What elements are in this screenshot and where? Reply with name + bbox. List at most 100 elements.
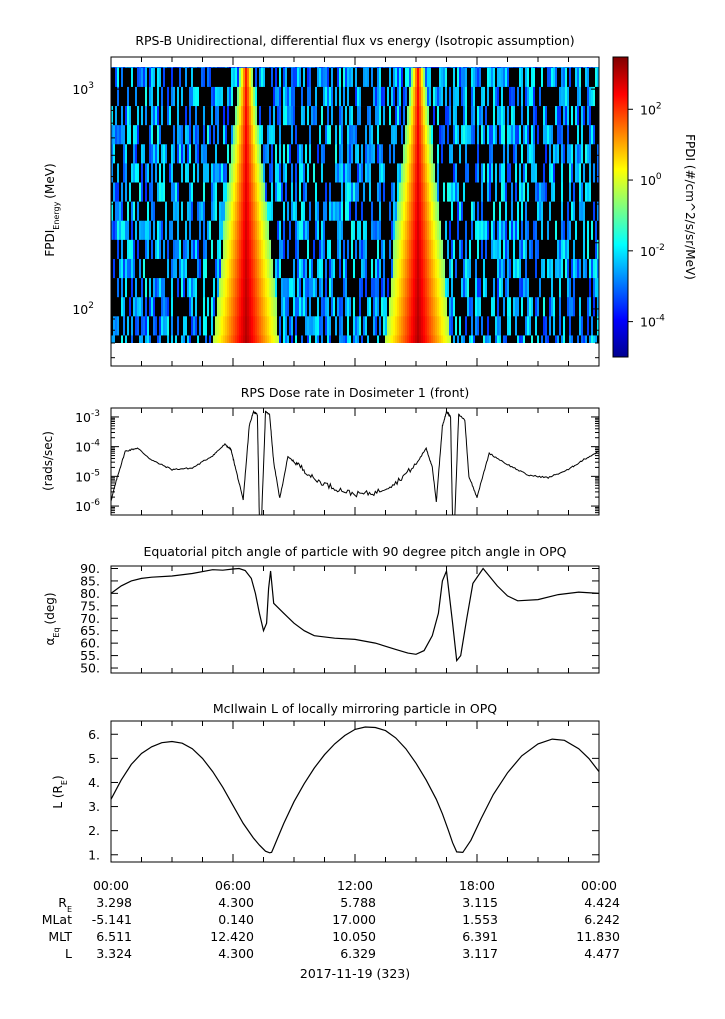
spec-cell [469,144,472,164]
spec-cell [523,239,526,260]
spec-cell [557,67,560,88]
spec-cell [445,278,448,298]
spec-cell [193,86,196,107]
spec-cell [279,220,282,241]
spec-cell [271,67,274,88]
spec-cell [199,106,202,126]
spec-cell [267,106,270,126]
spec-cell [313,86,316,107]
spec-cell [435,239,438,260]
spec-cell [291,67,294,88]
spec-cell [395,125,398,145]
spec-cell [267,182,270,202]
spec-cell [317,125,320,145]
dose-y-tick-label-0: 10-6 [75,498,100,514]
spec-cell [301,67,304,88]
spec-cell [365,258,368,279]
spec-cell [477,106,480,126]
spec-cell [295,144,298,164]
spec-cell [311,239,314,260]
spec-cell [273,125,276,145]
spec-cell [247,106,250,126]
spec-cell [241,258,244,279]
spec-cell [451,125,454,145]
spec-cell [321,67,324,88]
spec-cell [577,278,580,298]
spec-cell [399,220,402,241]
spec-cell [137,278,140,298]
spec-cell [455,201,458,222]
spec-cell [475,278,478,298]
spec-cell [435,220,438,241]
spec-cell [415,258,418,279]
spec-cell [165,67,168,88]
spec-cell [185,67,188,88]
spec-cell [295,297,298,317]
spec-cell [417,163,420,183]
spec-cell [419,201,422,222]
spec-cell [475,67,478,88]
spec-cell [355,258,358,279]
spec-cell [433,67,436,88]
spec-cell [299,163,302,183]
spec-cell [363,201,366,222]
spec-cell [305,125,308,145]
spec-cell [161,258,164,279]
spec-cell [153,220,156,241]
spec-cell [193,258,196,279]
spec-cell [223,239,226,260]
spec-cell [405,297,408,317]
spec-cell [269,201,272,222]
spec-cell [445,316,448,336]
spec-cell [223,144,226,164]
spec-cell [305,144,308,164]
spec-cell [587,125,590,145]
spec-cell [239,163,242,183]
spec-cell [273,163,276,183]
spec-cell [537,220,540,241]
spec-cell [293,258,296,279]
spec-cell [307,316,310,336]
spec-cell [173,182,176,202]
spec-cell [123,239,126,260]
spec-cell [317,144,320,164]
spec-cell [187,220,190,241]
spec-cell [239,182,242,202]
spec-cell [385,239,388,260]
spec-cell [417,86,420,107]
spec-cell [427,239,430,260]
spec-cell [477,67,480,88]
spec-cell [235,163,238,183]
spec-cell [157,201,160,222]
spec-cell [253,144,256,164]
spec-cell [265,239,268,260]
spec-cell [387,258,390,279]
spec-cell [457,201,460,222]
spec-cell [181,201,184,222]
spec-cell [559,182,562,202]
spec-cell [249,258,252,279]
spec-cell [115,67,118,88]
spec-cell [191,163,194,183]
spec-cell [551,182,554,202]
spec-cell [355,144,358,164]
spec-cell [291,86,294,107]
spec-cell [199,86,202,107]
spec-cell [443,182,446,202]
spec-cell [117,239,120,260]
spec-cell [421,86,424,107]
spec-cell [131,67,134,88]
spec-cell [255,106,258,126]
spec-cell [299,67,302,88]
spec-cell [151,144,154,164]
spec-cell [479,67,482,88]
spec-cell [531,106,534,126]
spec-cell [477,297,480,317]
spec-cell [329,86,332,107]
spec-cell [557,258,560,279]
spec-cell [595,278,598,298]
spec-cell [441,67,444,88]
spec-cell [323,278,326,298]
spec-cell [325,106,328,126]
spec-cell [423,144,426,164]
